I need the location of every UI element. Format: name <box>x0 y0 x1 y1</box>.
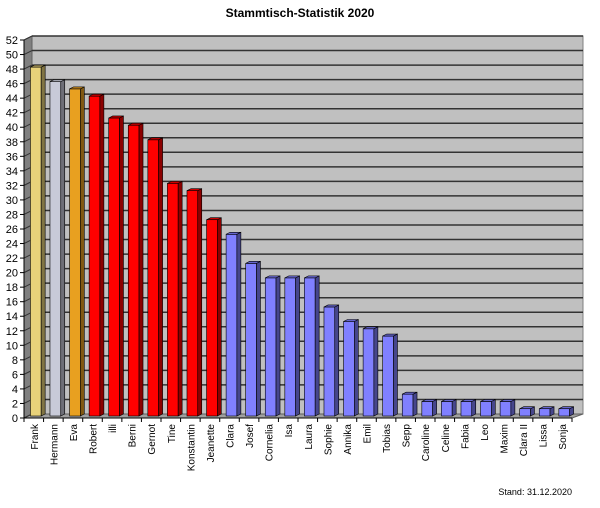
y-tick-label: 14 <box>6 311 18 323</box>
x-tick-label: Frank <box>30 423 41 450</box>
chart-title: Stammtisch-Statistik 2020 <box>225 6 375 20</box>
bar <box>147 137 163 417</box>
y-tick-label: 10 <box>6 340 18 352</box>
y-tick-label: 46 <box>6 79 18 91</box>
bar <box>558 406 574 417</box>
y-tick-label: 16 <box>6 297 18 309</box>
bar <box>401 391 418 417</box>
x-tick-label: Laura <box>304 424 315 450</box>
bar <box>362 326 379 417</box>
y-tick-label: 42 <box>6 108 18 120</box>
bar <box>245 260 261 417</box>
y-tick-label: 12 <box>6 326 18 338</box>
bar <box>186 188 203 417</box>
x-tick-label: Fabia <box>460 424 471 449</box>
bar <box>88 93 105 417</box>
y-tick-label: 22 <box>6 253 18 265</box>
y-tick-label: 48 <box>6 64 18 76</box>
bar <box>108 115 124 417</box>
y-tick-label: 44 <box>6 93 18 105</box>
x-tick-label: Tobias <box>382 424 393 453</box>
bar <box>304 275 320 417</box>
y-tick-label: 18 <box>6 282 18 294</box>
x-tick-label: Annika <box>343 424 354 455</box>
y-tick-label: 38 <box>6 137 18 149</box>
bar <box>460 398 477 417</box>
x-tick-label: Eva <box>69 424 80 442</box>
y-tick-label: 8 <box>12 355 18 367</box>
x-tick-label: Clara II <box>519 424 530 456</box>
y-tick-label: 50 <box>6 50 18 62</box>
gridline-side <box>23 35 33 41</box>
bar <box>127 122 144 417</box>
y-tick-label: 28 <box>6 209 18 221</box>
gridline-side <box>23 50 33 55</box>
y-tick-label: 0 <box>12 413 18 425</box>
y-tick-label: 36 <box>6 151 18 163</box>
y-tick-label: 6 <box>12 369 18 381</box>
bar <box>480 398 496 417</box>
y-tick-label: 30 <box>6 195 18 207</box>
bar <box>421 398 437 417</box>
bar <box>167 180 183 417</box>
y-tick-label: 32 <box>6 180 18 192</box>
x-tick-label: Gernot <box>147 424 158 455</box>
x-tick-label: Josef <box>245 424 256 448</box>
bar <box>284 275 300 417</box>
bar <box>206 217 222 417</box>
bar <box>519 406 535 417</box>
bar <box>538 406 555 417</box>
x-tick-label: Sonja <box>558 424 569 450</box>
bar <box>343 319 359 417</box>
x-tick-label: Clara <box>226 424 237 448</box>
x-tick-label: Tine <box>167 424 178 444</box>
bar <box>382 333 398 417</box>
x-tick-label: Maxim <box>500 424 511 453</box>
y-tick-label: 2 <box>12 398 18 410</box>
bar <box>323 304 340 417</box>
y-tick-label: 26 <box>6 224 18 236</box>
x-tick-label: Cornelia <box>265 424 276 462</box>
x-tick-label: Konstantin <box>186 424 197 471</box>
x-tick-label: Sophie <box>323 424 334 456</box>
bar <box>499 398 516 417</box>
x-tick-label: Hermann <box>49 424 60 465</box>
bar <box>69 86 85 417</box>
y-tick-label: 20 <box>6 268 18 280</box>
y-tick-label: 52 <box>6 35 18 47</box>
y-tick-label: 24 <box>6 239 18 251</box>
date-footnote: Stand: 31.12.2020 <box>498 487 572 497</box>
bar <box>225 231 242 417</box>
gridline-side <box>23 64 33 70</box>
x-tick-label: Lissa <box>539 424 550 448</box>
y-tick-label: 34 <box>6 166 18 178</box>
x-tick-label: Isa <box>284 424 295 438</box>
x-tick-label: Robert <box>89 424 100 454</box>
x-tick-label: Leo <box>480 424 491 441</box>
y-tick-label: 40 <box>6 122 18 134</box>
x-tick-label: Caroline <box>421 424 432 462</box>
x-tick-label: Celine <box>441 424 452 453</box>
bar <box>441 398 457 417</box>
x-tick-label: Berni <box>128 424 139 447</box>
x-tick-label: illi <box>108 424 119 433</box>
y-tick-label: 4 <box>12 384 18 396</box>
x-tick-label: Jeanette <box>206 424 217 463</box>
x-tick-label: Emil <box>363 424 374 443</box>
plot-floor <box>23 413 584 419</box>
bar <box>30 64 46 417</box>
bar <box>264 275 281 417</box>
bar <box>49 79 66 417</box>
x-tick-label: Sepp <box>402 424 413 448</box>
